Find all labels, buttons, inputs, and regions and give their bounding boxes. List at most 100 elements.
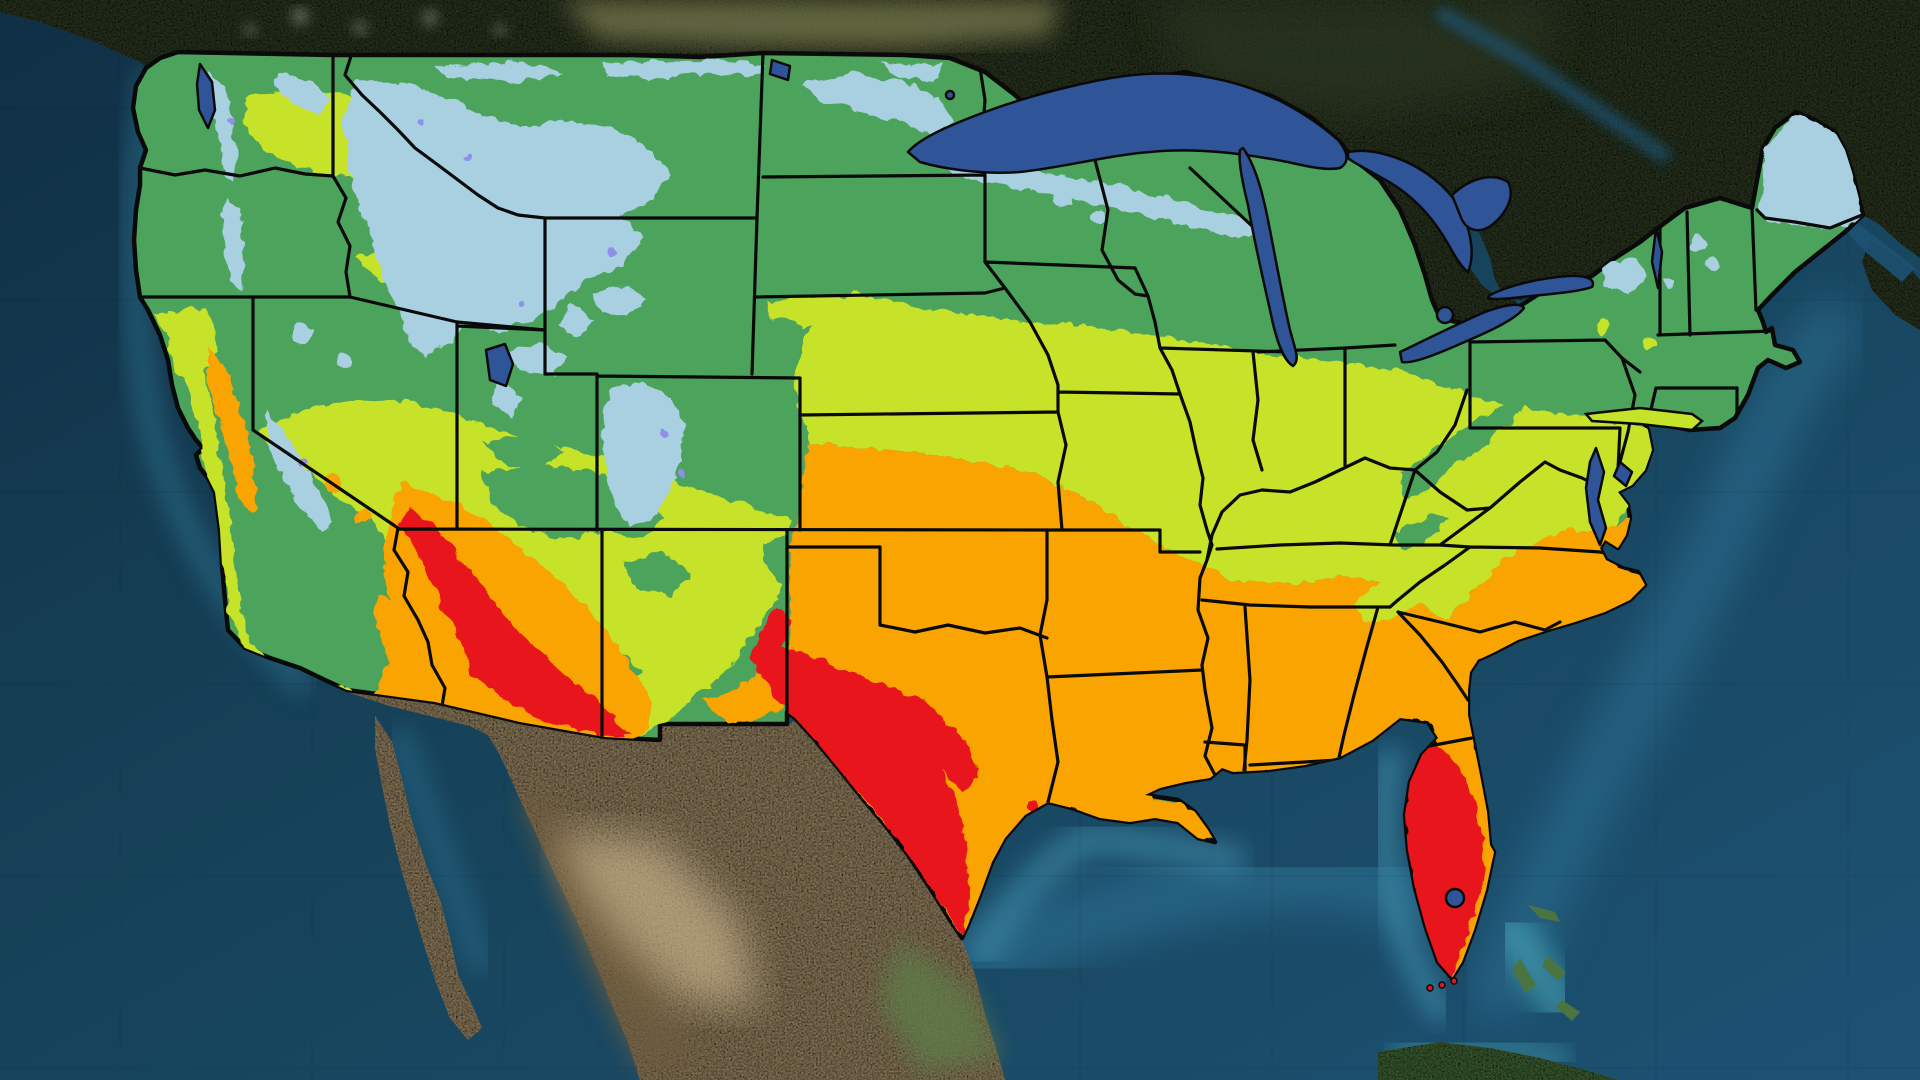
cuba [1378,1042,1620,1080]
coldband-wasatch [500,342,565,372]
coldband-north-minnesota [800,72,950,132]
bahamas-banks [1489,909,1581,1026]
bahamas-south [1556,1000,1580,1021]
band-purple-coldest [224,116,684,474]
coldband-nevada-dot-1 [290,320,310,340]
red-south-texas [748,642,966,938]
devils-lake [944,89,956,101]
coldband-green-mtns [1662,274,1674,286]
prairie-belt [560,0,1060,48]
atlantic-shelf [1470,300,1860,1020]
purple-dot-2 [461,151,469,159]
band-chartreuse-appalachian-wedge [1352,458,1530,618]
band-lightblue-cold [205,58,1862,530]
orange-south-newmexico [700,640,787,720]
coldband-northeast-dakota [880,60,940,80]
orange-nevada-valley-2 [352,507,368,523]
bahamas-eleuthera [1542,956,1566,981]
red-florida-peninsula [1404,740,1482,978]
red-south-arizona [452,628,628,733]
coldband-oregon-cascades [220,195,242,290]
state-borders-south [1200,460,1640,772]
coldband-sierra-nevada [262,408,330,530]
vancouver-island [50,12,160,66]
coldband-white-mtns-1 [1687,232,1703,248]
mexico-terrain-texture [520,790,1000,1070]
coldband-northeast-washington [272,70,330,112]
green-south-utah [480,430,560,468]
canada-terrain-texture [244,0,1915,282]
lake-michigan [1238,146,1298,368]
orange-central-valley [205,345,255,512]
red-lower-colorado [395,508,622,735]
florida-shelf [1371,747,1453,1023]
coldband-north-maine [1757,112,1862,228]
lake-huron [1346,149,1473,274]
lakes-and-bays [195,58,1664,909]
lake-ontario [1486,274,1595,301]
purple-dot-8 [676,466,684,474]
green-appalachian-ridge [1398,395,1525,497]
purple-dot-7 [516,296,524,304]
georgian-bay [1450,175,1512,232]
florida-keys [1426,977,1458,992]
lake-champlain [1650,226,1664,290]
texas-shelf [968,820,1247,967]
delaware-bay [1612,460,1634,488]
coldband-wisconsin-dot-2 [1087,207,1103,223]
purple-dot-1 [416,116,424,124]
chesapeake-bay [1584,446,1608,547]
nova-scotia [1862,240,1920,330]
chartreuse-dakota-pocket [765,292,862,326]
long-island [1583,406,1705,432]
coldband-wind-river [555,300,595,335]
band-red-hottest [395,508,1482,978]
purple-dot-3 [606,246,614,254]
coldband-montana-hiline [430,60,560,80]
state-borders [138,52,1863,804]
temperature-bands [150,58,1862,978]
bahamas-andros [1512,958,1536,993]
state-borders-midwest [1093,158,1469,777]
lake-st-clair [1435,305,1455,325]
coldband-north-dakota-strip [600,58,760,78]
coldband-adirondacks [1600,255,1645,290]
chartreuse-appalachian [1352,458,1530,618]
coldband-nevada-dot-2 [332,352,348,368]
great-salt-lake [484,342,515,388]
state-borders-west [138,52,1049,743]
st-lawrence-river [1434,6,1672,164]
mexico-east-green [880,940,1000,1070]
coldband-wyoming-range [590,282,645,315]
continental-shelf-glow [122,67,1860,1071]
chartreuse-california-coast [150,310,383,712]
chartreuse-newengland-dot-1 [1593,318,1607,332]
coldband-colorado-rockies [600,380,682,525]
chartreuse-newengland-dot-2 [1642,334,1654,346]
puget-sound [195,62,217,130]
coldband-wisconsin-dot-1 [1051,186,1069,204]
bc-snow-caps [244,7,506,36]
lake-okeechobee [1444,887,1466,909]
florida-key-3 [1450,977,1458,985]
bahamas-grand [1528,905,1560,922]
desert-sand [560,830,760,1010]
red-rio-grande-finger [748,605,788,652]
gulf-california-glow [387,727,493,973]
purple-dot-4 [656,426,664,434]
green-west-newmexico [620,550,690,595]
florida-key-1 [1426,984,1434,992]
red-texas-hill-country [838,668,976,792]
red-louisiana-dot [1024,799,1036,811]
bay-of-fundy [1848,222,1915,282]
lake-erie [1398,303,1526,364]
coldband-northern-rockies [342,75,668,355]
coldband-bighorns [560,232,625,270]
coldband-white-mtns-2 [1704,256,1716,268]
coldband-utah-plateau [488,380,520,415]
florida-key-2 [1438,981,1446,989]
baja-california [375,716,482,1040]
caribbean-islands [1378,905,1620,1080]
